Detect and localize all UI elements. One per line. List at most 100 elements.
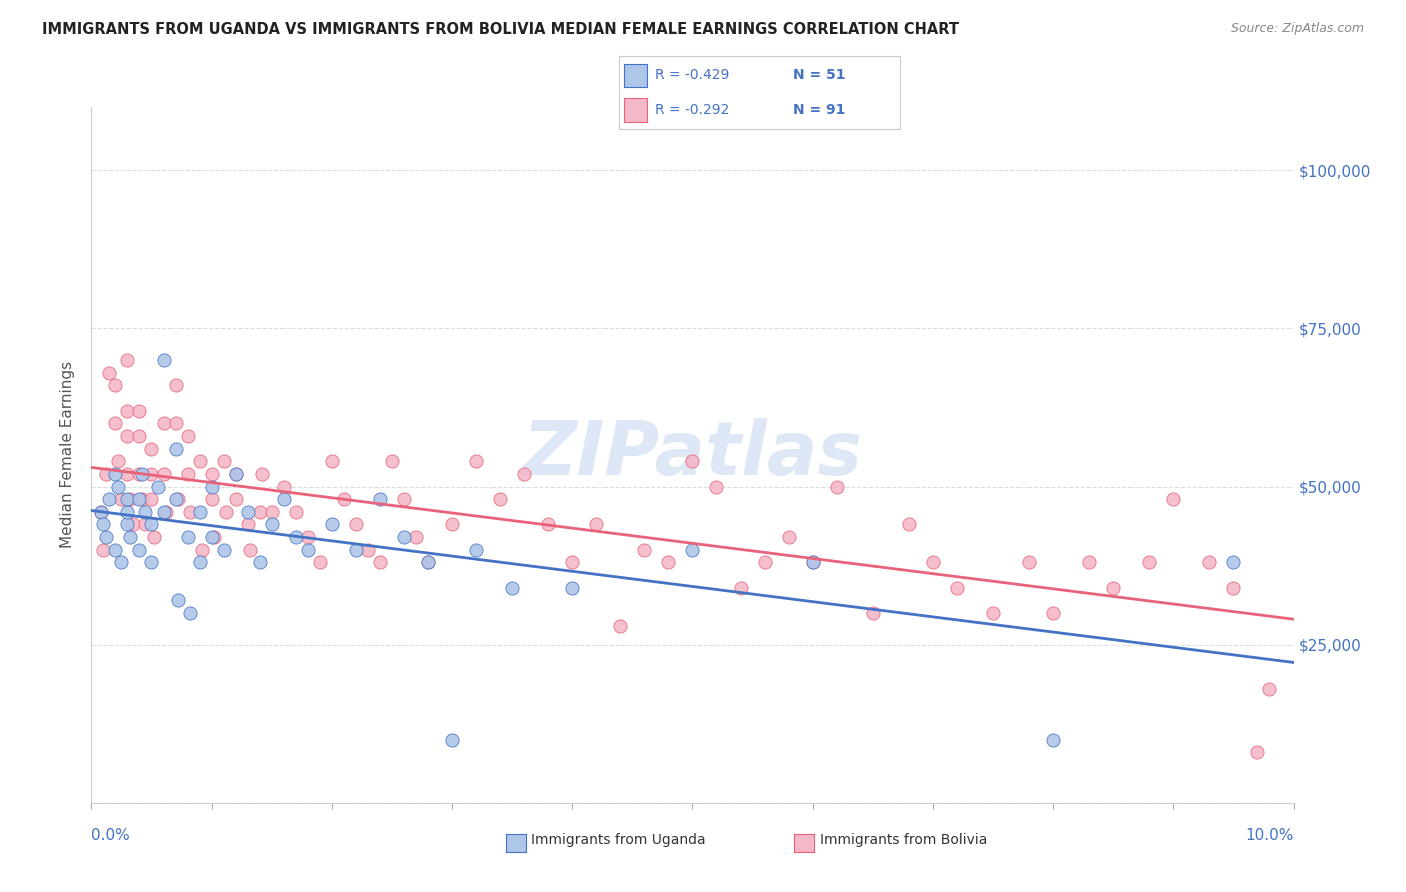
Text: N = 91: N = 91 xyxy=(793,103,845,117)
Point xyxy=(94,467,117,481)
Point xyxy=(225,467,247,481)
Point xyxy=(1042,606,1064,620)
Point xyxy=(141,492,163,507)
Text: Source: ZipAtlas.com: Source: ZipAtlas.com xyxy=(1230,22,1364,36)
Point xyxy=(297,542,319,557)
Point xyxy=(165,492,187,507)
Point xyxy=(141,517,163,532)
Text: 10.0%: 10.0% xyxy=(1246,828,1294,843)
Point xyxy=(981,606,1004,620)
Point xyxy=(141,442,163,456)
Point xyxy=(128,403,150,417)
Text: R = -0.429: R = -0.429 xyxy=(655,68,730,82)
Text: IMMIGRANTS FROM UGANDA VS IMMIGRANTS FROM BOLIVIA MEDIAN FEMALE EARNINGS CORRELA: IMMIGRANTS FROM UGANDA VS IMMIGRANTS FRO… xyxy=(42,22,959,37)
Point xyxy=(167,593,190,607)
Point xyxy=(730,581,752,595)
Point xyxy=(152,353,174,368)
Point xyxy=(273,479,295,493)
Point xyxy=(513,467,536,481)
Point xyxy=(922,556,945,570)
Point xyxy=(260,517,283,532)
Point xyxy=(93,517,115,532)
Point xyxy=(273,492,295,507)
Point xyxy=(1258,681,1281,696)
Point xyxy=(1198,556,1220,570)
Point xyxy=(167,492,190,507)
Point xyxy=(118,530,141,544)
Point xyxy=(179,606,201,620)
Point xyxy=(321,454,343,468)
Point xyxy=(128,429,150,443)
Point xyxy=(117,505,139,519)
Point xyxy=(778,530,800,544)
Bar xyxy=(624,63,647,87)
Point xyxy=(104,467,127,481)
Point xyxy=(201,530,224,544)
Point xyxy=(321,517,343,532)
Point xyxy=(239,542,262,557)
Bar xyxy=(624,98,647,122)
Point xyxy=(152,417,174,431)
Point xyxy=(946,581,969,595)
Point xyxy=(681,454,703,468)
Text: N = 51: N = 51 xyxy=(793,68,845,82)
Point xyxy=(201,467,224,481)
Text: Immigrants from Bolivia: Immigrants from Bolivia xyxy=(820,833,987,847)
Point xyxy=(344,517,367,532)
Point xyxy=(801,556,824,570)
Text: ZIPatlas: ZIPatlas xyxy=(523,418,862,491)
Point xyxy=(165,417,187,431)
Point xyxy=(188,505,211,519)
Point xyxy=(489,492,512,507)
Point xyxy=(405,530,427,544)
Point xyxy=(118,492,141,507)
Point xyxy=(368,492,391,507)
Point xyxy=(681,542,703,557)
Point xyxy=(801,556,824,570)
Point xyxy=(90,505,112,519)
Point xyxy=(440,517,463,532)
Point xyxy=(1222,581,1244,595)
Point xyxy=(191,542,214,557)
Point xyxy=(98,366,121,380)
Point xyxy=(122,517,145,532)
Point xyxy=(501,581,523,595)
Point xyxy=(225,467,247,481)
Point xyxy=(128,492,150,507)
Point xyxy=(142,530,165,544)
Point xyxy=(117,517,139,532)
Point xyxy=(104,378,127,392)
Point xyxy=(128,467,150,481)
Point xyxy=(392,530,415,544)
Point xyxy=(368,556,391,570)
Point xyxy=(110,492,132,507)
Point xyxy=(146,479,169,493)
Point xyxy=(416,556,439,570)
Point xyxy=(1246,745,1268,759)
Point xyxy=(107,454,129,468)
Point xyxy=(117,403,139,417)
Point xyxy=(465,542,488,557)
Point xyxy=(134,505,156,519)
Point xyxy=(284,530,307,544)
Point xyxy=(297,530,319,544)
Point xyxy=(212,542,235,557)
Point xyxy=(308,556,330,570)
Point xyxy=(134,517,156,532)
Point xyxy=(188,556,211,570)
Point xyxy=(381,454,404,468)
Point xyxy=(537,517,560,532)
Point xyxy=(236,517,259,532)
Point xyxy=(165,442,187,456)
Point xyxy=(117,492,139,507)
Point xyxy=(1078,556,1101,570)
Point xyxy=(107,479,129,493)
Point xyxy=(131,492,153,507)
Point xyxy=(117,429,139,443)
Point xyxy=(1102,581,1125,595)
Point xyxy=(825,479,848,493)
Point xyxy=(344,542,367,557)
Point xyxy=(90,505,112,519)
Point xyxy=(561,556,583,570)
Point xyxy=(754,556,776,570)
